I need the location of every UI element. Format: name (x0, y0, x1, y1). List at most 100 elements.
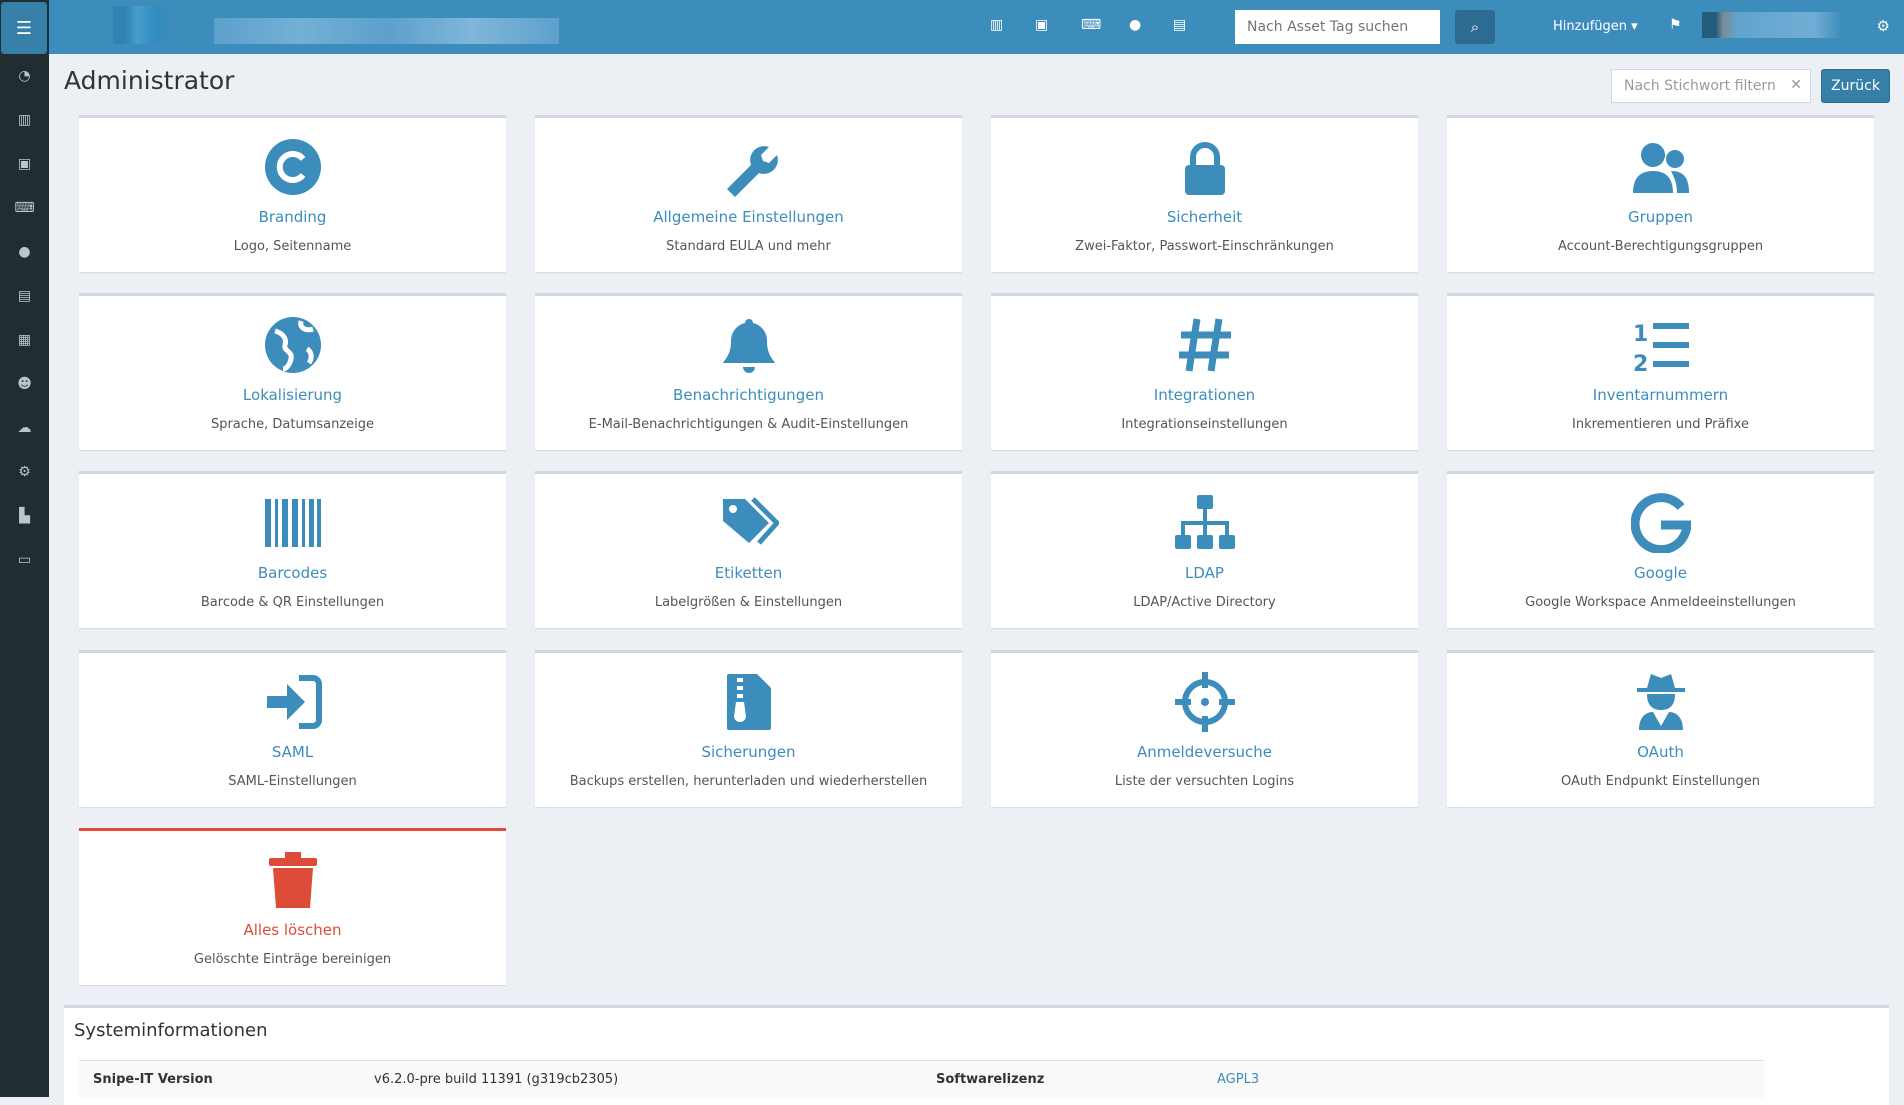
settings-card[interactable]: Lokalisierung Sprache, Datumsanzeige (79, 293, 506, 450)
back-button[interactable]: Zurück (1821, 69, 1890, 103)
card-title[interactable]: Branding (258, 208, 327, 226)
gears-icon[interactable]: ⚙ (1876, 17, 1890, 35)
crosshairs-icon (1174, 672, 1235, 732)
tags-icon (722, 497, 779, 545)
settings-card[interactable]: Gruppen Account-Berechtigungsgruppen (1447, 115, 1874, 272)
settings-card[interactable]: Benachrichtigungen E-Mail-Benachrichtigun… (535, 293, 962, 450)
save-icon[interactable]: ▣ (17, 156, 32, 172)
settings-card[interactable]: Allgemeine Einstellungen Standard EULA un… (535, 115, 962, 272)
sign-in-icon (266, 675, 322, 729)
search-icon: ⌕ (1470, 18, 1480, 36)
tint-icon[interactable]: ● (18, 244, 31, 260)
keyboard-icon[interactable]: ⌨ (14, 200, 35, 216)
filter-placeholder: Nach Stichwort filtern (1624, 78, 1776, 94)
settings-card[interactable]: OAuth OAuth Endpunkt Einstellungen (1447, 650, 1874, 807)
menu-toggle-button[interactable]: ☰ (1, 2, 47, 54)
table-row: Snipe-IT Version v6.2.0-pre build 11391 … (79, 1060, 1764, 1098)
card-title[interactable]: Barcodes (257, 564, 328, 582)
settings-card[interactable]: Etiketten Labelgrößen & Einstellungen (535, 471, 962, 628)
card-title[interactable]: Google (1634, 564, 1687, 582)
card-title[interactable]: Benachrichtigungen (673, 386, 824, 404)
card-title[interactable]: Sicherheit (1166, 208, 1243, 226)
card-title[interactable]: Integrationen (1153, 386, 1256, 404)
card-title[interactable]: Lokalisierung (242, 386, 343, 404)
search-button[interactable]: ⌕ (1455, 10, 1495, 44)
settings-card[interactable]: Integrationen Integrationseinstellungen (991, 293, 1418, 450)
settings-card[interactable]: Sicherungen Backups erstellen, herunterla… (535, 650, 962, 807)
card-title[interactable]: Allgemeine Einstellungen (653, 208, 844, 226)
card-description: Standard EULA und mehr (666, 239, 831, 254)
users-icon (1632, 143, 1689, 193)
add-dropdown[interactable]: Hinzufügen ▾ (1553, 19, 1638, 34)
card-description: Inkrementieren und Präfixe (1572, 417, 1749, 432)
accessories-icon[interactable]: ⌨ (1081, 17, 1102, 33)
laptop-icon[interactable]: ▭ (17, 552, 32, 568)
card-description: Account-Berechtigungsgruppen (1557, 239, 1764, 254)
sidebar: ☰ ◔ ▥ ▣ ⌨ ● ▤ ▦ ☻ ☁ ⚙ ▙ ▭ (0, 0, 49, 1097)
reports-icon[interactable]: ▙ (19, 508, 30, 524)
licenses-icon[interactable]: ▣ (1035, 17, 1049, 33)
google-icon (1630, 493, 1691, 553)
card-title[interactable]: Alles löschen (243, 921, 342, 939)
sitemap-icon (1174, 495, 1235, 549)
card-description: Liste der versuchten Logins (1114, 774, 1295, 789)
lock-icon (1184, 142, 1225, 195)
card-title[interactable]: LDAP (1185, 564, 1224, 582)
card-title[interactable]: Anmeldeversuche (1136, 743, 1273, 761)
copyright-icon (264, 139, 321, 195)
asset-tag-search-input[interactable] (1235, 10, 1440, 44)
settings-card[interactable]: Barcodes Barcode & QR Einstellungen (79, 471, 506, 628)
barcode-icon (264, 499, 321, 547)
card-title[interactable]: Sicherungen (701, 743, 796, 761)
settings-card[interactable]: SAML SAML-Einstellungen (79, 650, 506, 807)
components-icon[interactable]: ▦ (17, 332, 32, 348)
card-title[interactable]: OAuth (1637, 743, 1684, 761)
settings-card[interactable]: Anmeldeversuche Liste der versuchten Logi… (991, 650, 1418, 807)
keyword-filter-input[interactable]: Nach Stichwort filtern ✕ (1611, 69, 1811, 103)
user-secret-icon (1636, 674, 1685, 730)
list-ol-icon: 12 (1633, 322, 1689, 375)
settings-card[interactable]: Sicherheit Zwei-Faktor, Passwort-Einschrä… (991, 115, 1418, 272)
globe-icon (264, 317, 321, 373)
wrench-icon (726, 146, 778, 197)
clear-icon[interactable]: ✕ (1790, 77, 1802, 93)
hdd-icon[interactable]: ▤ (17, 288, 32, 304)
version-label: Snipe-IT Version (93, 1072, 213, 1087)
trash-icon (268, 852, 317, 908)
consumables-icon[interactable]: ● (1129, 17, 1142, 33)
card-description: Sprache, Datumsanzeige (210, 417, 375, 432)
card-title[interactable]: Inventarnummern (1592, 386, 1729, 404)
card-description: Barcode & QR Einstellungen (200, 595, 385, 610)
components-icon[interactable]: ▤ (1173, 17, 1187, 33)
system-info-panel: Systeminformationen Snipe-IT Version v6.… (64, 1005, 1889, 1105)
hashtag-icon (1178, 318, 1231, 372)
cloud-download-icon[interactable]: ☁ (17, 420, 32, 436)
card-description: Google Workspace Anmeldeeinstellungen (1525, 595, 1796, 610)
card-description: E-Mail-Benachrichtigungen & Audit-Einste… (588, 417, 909, 432)
settings-card[interactable]: Branding Logo, Seitenname (79, 115, 506, 272)
card-title[interactable]: Etiketten (714, 564, 783, 582)
card-title[interactable]: Gruppen (1627, 208, 1694, 226)
dashboard-icon[interactable]: ◔ (18, 68, 31, 84)
settings-card[interactable]: Alles löschen Gelöschte Einträge bereinig… (79, 828, 506, 985)
logo[interactable] (113, 6, 173, 44)
site-name[interactable] (214, 18, 559, 44)
card-description: Gelöschte Einträge bereinigen (193, 952, 392, 967)
settings-card[interactable]: Google Google Workspace Anmeldeeinstellun… (1447, 471, 1874, 628)
settings-card[interactable]: 1 2 Inventarnummern Inkrementieren und Präf… (1447, 293, 1874, 450)
card-description: Logo, Seitenname (233, 239, 352, 254)
top-navbar: ▥ ▣ ⌨ ● ▤ ⌕ Hinzufügen ▾ ⚑ ⚙ (49, 0, 1904, 54)
barcode-icon[interactable]: ▥ (17, 112, 32, 128)
settings-icon[interactable]: ⚙ (18, 464, 31, 480)
bell-icon (722, 319, 775, 373)
flag-icon[interactable]: ⚑ (1669, 17, 1682, 33)
card-description: LDAP/Active Directory (1133, 595, 1276, 610)
license-link[interactable]: AGPL3 (1217, 1072, 1260, 1087)
settings-card[interactable]: LDAP LDAP/Active Directory (991, 471, 1418, 628)
card-title[interactable]: SAML (271, 743, 314, 761)
page-title: Administrator (64, 66, 235, 95)
users-icon[interactable]: ☻ (17, 376, 32, 392)
user-menu[interactable] (1702, 12, 1842, 38)
assets-icon[interactable]: ▥ (990, 17, 1004, 33)
system-info-title: Systeminformationen (74, 1020, 268, 1041)
